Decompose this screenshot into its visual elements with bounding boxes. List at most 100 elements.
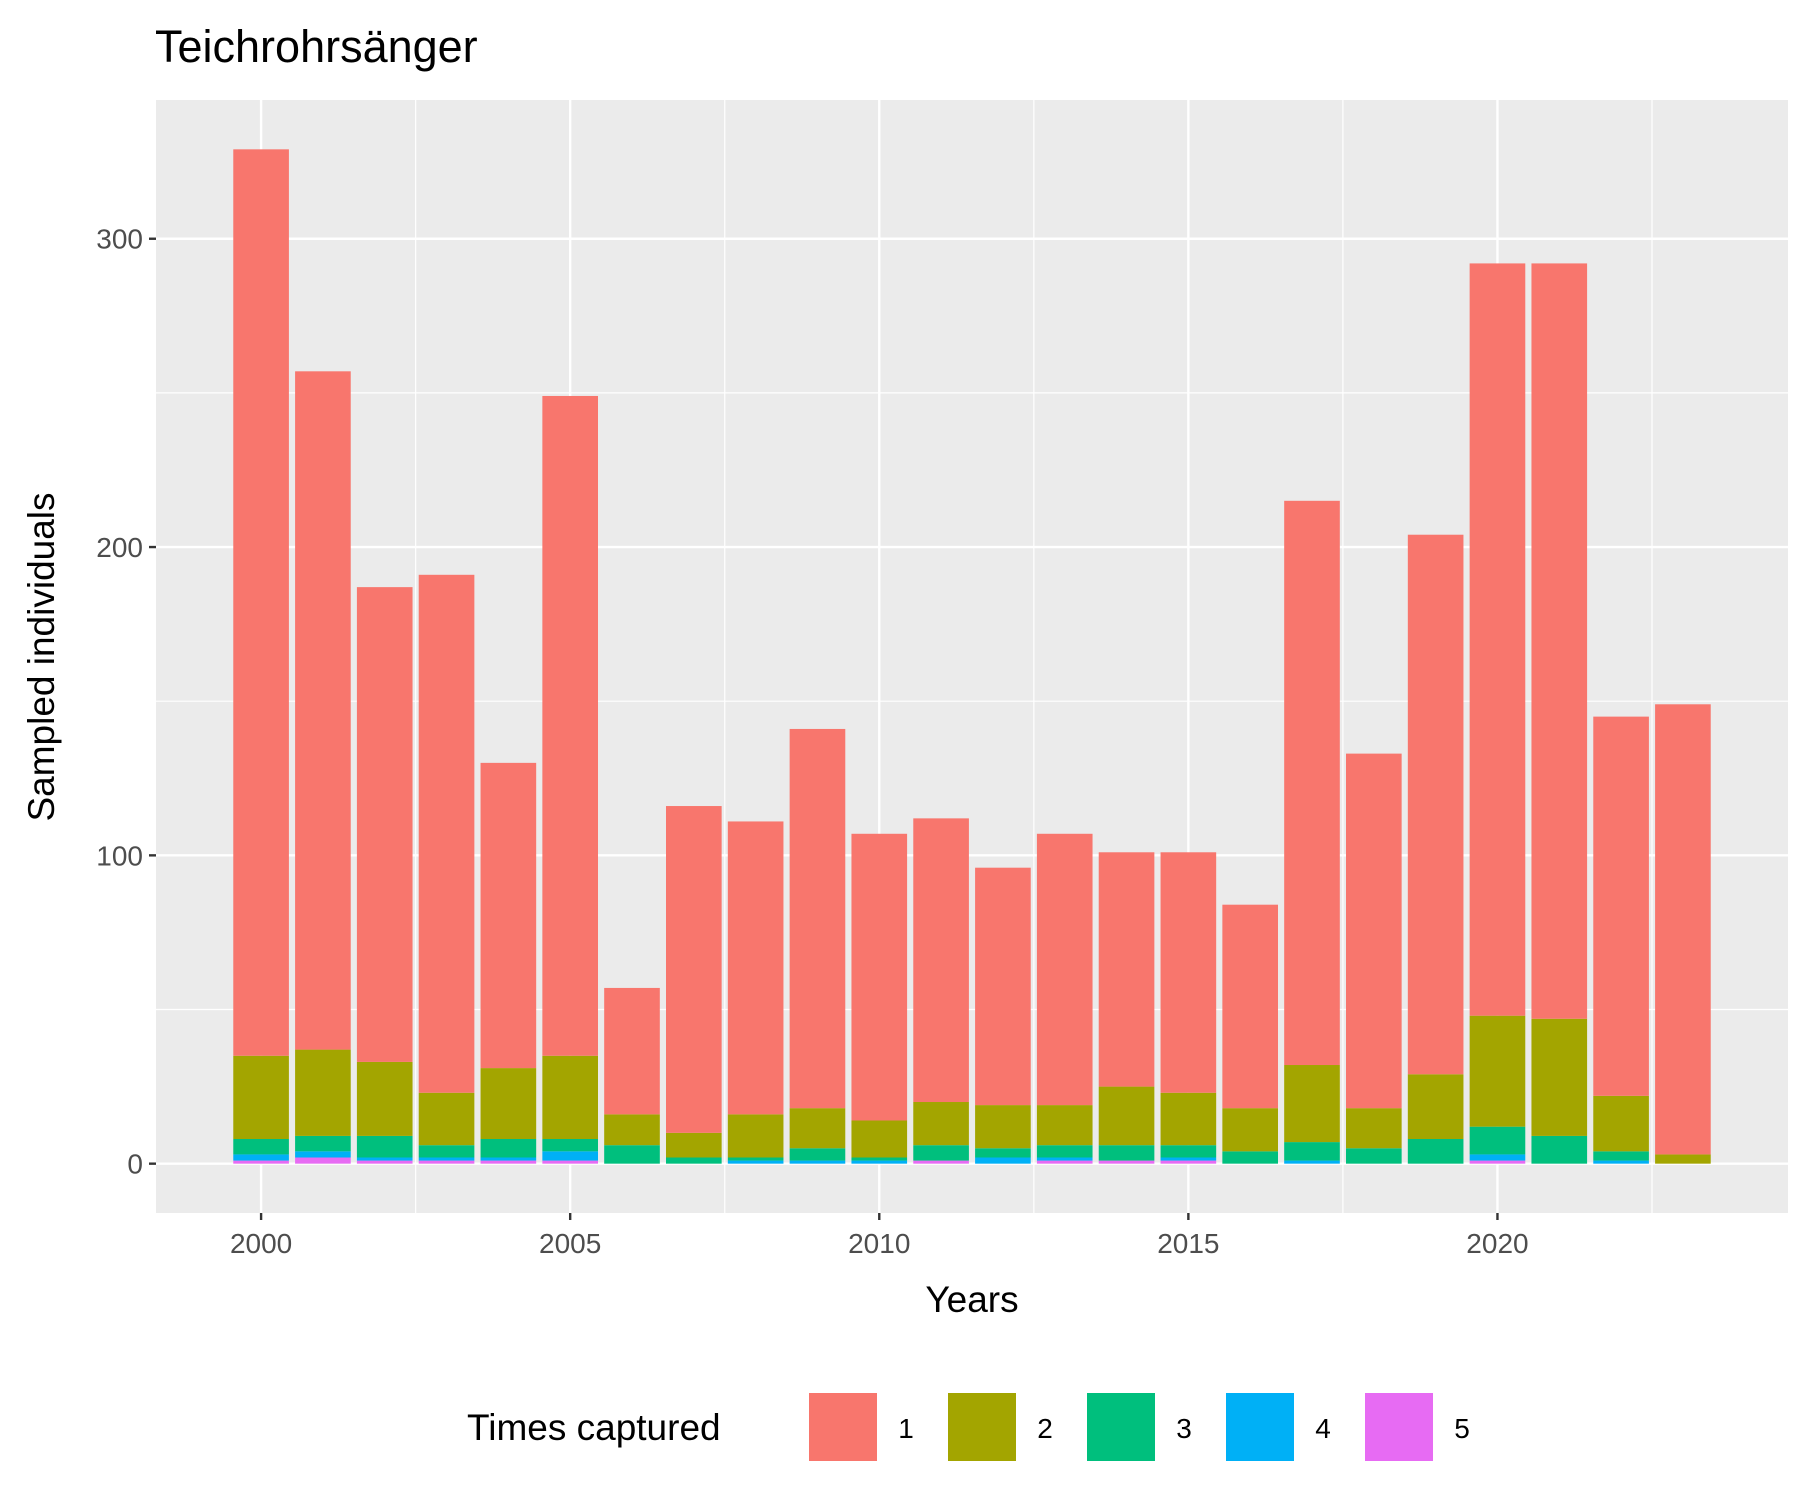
- legend-title: Times captured: [467, 1407, 721, 1448]
- bar-2004-captured-1: [480, 762, 537, 1069]
- legend-label-5: 5: [1454, 1413, 1470, 1444]
- bar-2013-captured-5: [1036, 1160, 1093, 1164]
- bar-2010-captured-2: [851, 1120, 908, 1158]
- y-axis-title: Sampled individuals: [21, 492, 62, 821]
- bars: [233, 149, 1711, 1164]
- bar-2004-captured-4: [480, 1157, 537, 1161]
- bar-2003-captured-4: [418, 1157, 475, 1161]
- bar-2014-captured-3: [1098, 1145, 1155, 1161]
- bar-2018-captured-3: [1346, 1148, 1402, 1164]
- bar-2003-captured-3: [418, 1145, 475, 1158]
- bar-2012-captured-4: [975, 1157, 1031, 1164]
- bar-2022-captured-2: [1593, 1095, 1649, 1152]
- bar-2022-captured-3: [1593, 1151, 1649, 1161]
- chart-title: Teichrohrsänger: [155, 21, 478, 72]
- bar-2022-captured-1: [1593, 716, 1649, 1096]
- bar-2012-captured-1: [975, 867, 1031, 1106]
- bar-2013-captured-3: [1036, 1145, 1093, 1158]
- bar-2010-captured-4: [851, 1160, 908, 1164]
- x-axis: 2000 2005 2010 2015 2020: [230, 1213, 1529, 1259]
- x-tick-label: 2015: [1157, 1228, 1219, 1259]
- bar-2014-captured-2: [1098, 1086, 1155, 1146]
- bar-2010-captured-1: [851, 833, 908, 1121]
- bar-2007-captured-3: [666, 1157, 722, 1164]
- y-axis: 0 100 200 300: [96, 224, 156, 1180]
- bar-2020-captured-2: [1469, 1015, 1526, 1127]
- bar-2019-captured-2: [1407, 1074, 1464, 1140]
- bar-2002-captured-2: [356, 1061, 413, 1136]
- bar-2017-captured-3: [1284, 1142, 1340, 1161]
- bar-2000-captured-2: [233, 1055, 289, 1140]
- legend-label-3: 3: [1176, 1413, 1192, 1444]
- bar-2008-captured-3: [727, 1157, 784, 1161]
- bar-2015-captured-2: [1160, 1092, 1217, 1146]
- bar-2017-captured-2: [1284, 1065, 1340, 1143]
- bar-2018-captured-1: [1346, 753, 1402, 1109]
- legend-items: 1 2 3 4 5: [807, 1391, 1470, 1463]
- bar-2004-captured-3: [480, 1139, 537, 1158]
- y-tick-label: 300: [96, 224, 143, 255]
- bar-2002-captured-3: [356, 1135, 413, 1158]
- legend-label-1: 1: [898, 1413, 914, 1444]
- bar-2008-captured-1: [727, 821, 784, 1115]
- bar-2005-captured-3: [542, 1139, 598, 1152]
- bar-2000-captured-5: [233, 1160, 289, 1164]
- bar-2011-captured-3: [913, 1145, 969, 1161]
- legend-label-4: 4: [1315, 1413, 1331, 1444]
- bar-2008-captured-2: [727, 1114, 784, 1158]
- bar-2012-captured-2: [975, 1105, 1031, 1149]
- bar-2003-captured-1: [418, 574, 475, 1093]
- bar-2020-captured-5: [1469, 1160, 1526, 1164]
- bar-2010-captured-3: [851, 1157, 908, 1161]
- bar-2005-captured-5: [542, 1160, 598, 1164]
- legend-key-1: [807, 1391, 879, 1463]
- bar-2015-captured-1: [1160, 852, 1217, 1093]
- bar-2000-captured-4: [233, 1154, 289, 1161]
- bar-2006-captured-3: [604, 1145, 660, 1164]
- bar-2003-captured-5: [418, 1160, 475, 1164]
- bar-2011-captured-2: [913, 1102, 969, 1146]
- legend: Times captured 1 2 3 4 5: [467, 1391, 1470, 1463]
- bar-2021-captured-3: [1531, 1135, 1588, 1164]
- bar-2009-captured-4: [789, 1160, 846, 1164]
- bar-2013-captured-2: [1036, 1105, 1093, 1146]
- bar-2005-captured-1: [542, 395, 598, 1056]
- x-tick-label: 2020: [1466, 1228, 1528, 1259]
- bar-2005-captured-2: [542, 1055, 598, 1140]
- legend-label-2: 2: [1037, 1413, 1053, 1444]
- bar-2016-captured-2: [1222, 1108, 1278, 1152]
- bar-2000-captured-3: [233, 1139, 289, 1155]
- bar-2013-captured-4: [1036, 1157, 1093, 1161]
- bar-2006-captured-1: [604, 987, 660, 1115]
- bar-2014-captured-5: [1098, 1160, 1155, 1164]
- bar-2009-captured-3: [789, 1148, 846, 1161]
- bar-2022-captured-4: [1593, 1160, 1649, 1164]
- bar-2001-captured-5: [295, 1157, 351, 1164]
- bar-2012-captured-3: [975, 1148, 1031, 1158]
- bar-2001-captured-1: [295, 371, 351, 1050]
- bar-2016-captured-1: [1222, 904, 1278, 1109]
- legend-key-3: [1085, 1391, 1157, 1463]
- bar-2007-captured-2: [666, 1132, 722, 1158]
- bar-2018-captured-2: [1346, 1108, 1402, 1149]
- bar-2019-captured-3: [1407, 1139, 1464, 1164]
- bar-2006-captured-2: [604, 1114, 660, 1146]
- bar-2015-captured-3: [1160, 1145, 1217, 1158]
- bar-2015-captured-5: [1160, 1160, 1217, 1164]
- bar-2001-captured-4: [295, 1151, 351, 1158]
- legend-key-2: [946, 1391, 1018, 1463]
- bar-2011-captured-5: [913, 1160, 969, 1164]
- bar-2004-captured-2: [480, 1068, 537, 1140]
- bar-2020-captured-4: [1469, 1154, 1526, 1161]
- bar-2003-captured-2: [418, 1092, 475, 1146]
- bar-2013-captured-1: [1036, 833, 1093, 1106]
- bar-2023-captured-2: [1655, 1154, 1711, 1164]
- bar-2020-captured-3: [1469, 1126, 1526, 1155]
- x-tick-label: 2005: [539, 1228, 601, 1259]
- bar-2001-captured-2: [295, 1049, 351, 1136]
- x-tick-label: 2010: [848, 1228, 910, 1259]
- bar-2004-captured-5: [480, 1160, 537, 1164]
- x-tick-label: 2000: [230, 1228, 292, 1259]
- bar-2021-captured-1: [1531, 263, 1588, 1019]
